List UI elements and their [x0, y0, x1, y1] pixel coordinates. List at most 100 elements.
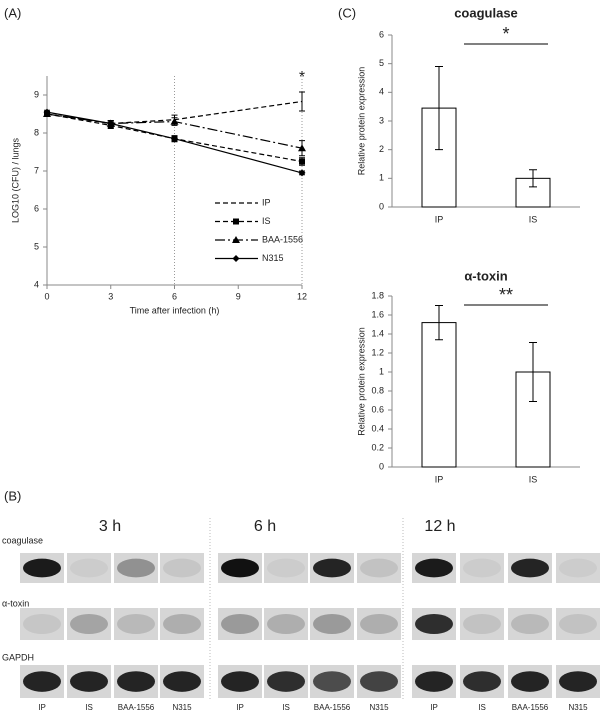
blot-band — [415, 614, 453, 634]
blot-band — [221, 558, 259, 578]
blot-band — [313, 671, 351, 692]
annotation: * — [299, 69, 305, 86]
blot-band — [559, 558, 597, 578]
error-bar — [435, 305, 443, 341]
blot-band — [463, 614, 501, 634]
blot-band — [313, 614, 351, 634]
blot-lane — [310, 608, 354, 640]
legend-label: N315 — [262, 253, 284, 263]
y-axis-label: LOG10 (CFU) / lungs — [10, 137, 20, 223]
error-bar — [435, 66, 443, 151]
marker — [171, 135, 178, 143]
lane-label: IP — [236, 703, 244, 712]
blot-band — [221, 671, 259, 692]
marker — [232, 236, 240, 243]
blot-band — [163, 614, 201, 634]
time-label: 12 h — [424, 518, 455, 535]
blot-band — [267, 671, 305, 692]
y-tick-label: 1.2 — [371, 347, 384, 357]
lane-label: BAA-1556 — [118, 703, 155, 712]
marker — [298, 144, 306, 152]
x-tick-label: IS — [529, 474, 538, 484]
significance: * — [502, 24, 509, 44]
marker — [107, 120, 115, 127]
y-tick-label: 1.6 — [371, 309, 384, 319]
x-tick-label: IS — [529, 214, 538, 224]
blot-band — [117, 671, 155, 692]
y-axis-label: Relative protein expression — [356, 67, 366, 176]
marker — [299, 158, 305, 165]
x-tick-label: IP — [435, 214, 444, 224]
y-tick-label: 9 — [34, 89, 39, 99]
blot-band — [163, 671, 201, 692]
blot-lane — [67, 608, 111, 640]
legend-label: BAA-1556 — [262, 234, 303, 244]
blot-lane — [357, 553, 401, 583]
blot-lane — [160, 608, 204, 640]
legend-label: IS — [262, 216, 271, 226]
y-tick-label: 4 — [34, 279, 39, 289]
x-axis-label: Time after infection (h) — [130, 305, 220, 315]
y-tick-label: 3 — [379, 115, 384, 125]
time-label: 6 h — [254, 518, 276, 535]
blot-band — [117, 614, 155, 634]
series-line — [46, 111, 303, 174]
significance: ** — [499, 285, 513, 305]
blot-lane — [556, 608, 600, 640]
y-tick-label: 6 — [379, 29, 384, 39]
blot-band — [360, 671, 398, 692]
blot-lane — [357, 608, 401, 640]
marker — [298, 169, 306, 177]
series-line — [46, 113, 303, 163]
y-tick-label: 8 — [34, 127, 39, 137]
blot-lane — [67, 553, 111, 583]
blot-band — [313, 558, 351, 578]
blot-lane — [114, 553, 158, 583]
y-tick-label: 5 — [34, 241, 39, 251]
blot-lane — [460, 608, 504, 640]
blot-band — [559, 671, 597, 692]
blot-band — [511, 558, 549, 578]
bar — [421, 322, 457, 468]
lane-label: IS — [478, 703, 486, 712]
y-tick-label: 5 — [379, 58, 384, 68]
error-bar — [529, 169, 537, 188]
y-tick-label: 0 — [379, 201, 384, 211]
marker — [170, 117, 179, 125]
y-tick-label: 4 — [379, 87, 384, 97]
blot-band — [70, 671, 108, 692]
lane-label: IS — [282, 703, 290, 712]
y-tick-label: 0.2 — [371, 442, 384, 452]
blot-lane — [218, 608, 262, 640]
blot-band — [511, 671, 549, 692]
blot-band — [360, 558, 398, 578]
error-bar — [299, 91, 305, 112]
x-tick-label: 0 — [44, 291, 49, 301]
row-label: coagulase — [2, 535, 43, 545]
lane-label: N315 — [172, 703, 192, 712]
y-tick-label: 1.4 — [371, 328, 384, 338]
blot-lane — [508, 608, 552, 640]
blot-lane — [20, 608, 64, 640]
y-tick-label: 0.8 — [371, 385, 384, 395]
blot-lane — [114, 608, 158, 640]
y-tick-label: 6 — [34, 203, 39, 213]
y-tick-label: 7 — [34, 165, 39, 175]
blot-lane — [264, 608, 308, 640]
time-label: 3 h — [99, 518, 121, 535]
y-tick-label: 1 — [379, 173, 384, 183]
y-tick-label: 1 — [379, 366, 384, 376]
blot-band — [221, 614, 259, 634]
blot-band — [267, 558, 305, 578]
x-tick-label: IP — [435, 474, 444, 484]
blot-band — [163, 558, 201, 578]
chart-title: coagulase — [454, 5, 518, 20]
lane-label: N315 — [568, 703, 588, 712]
x-tick-label: 12 — [297, 291, 307, 301]
chart-title: α-toxin — [464, 268, 507, 283]
blot-band — [559, 614, 597, 634]
marker — [232, 255, 240, 262]
blot-band — [70, 558, 108, 578]
error-bar — [529, 342, 537, 402]
